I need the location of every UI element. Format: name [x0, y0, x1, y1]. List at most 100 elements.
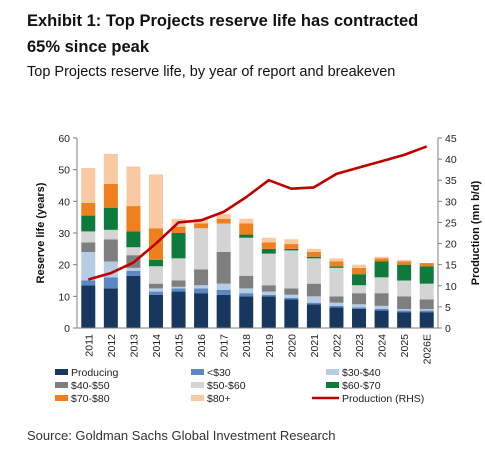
bar-segment	[148, 174, 163, 229]
bar-segment	[329, 302, 344, 306]
bar-segment	[329, 266, 344, 268]
bar-segment	[171, 233, 186, 259]
bar-segment	[374, 277, 389, 294]
bar-segment	[103, 288, 118, 328]
legend-label: $40-$50	[71, 380, 110, 392]
y-right-tick-label: 30	[445, 196, 457, 208]
y-tick-label: 60	[58, 133, 70, 145]
bar-segment	[239, 288, 254, 294]
bar-segment	[261, 253, 276, 286]
x-tick-label: 2026E	[422, 334, 434, 364]
bar-segment	[397, 296, 412, 309]
bar-segment	[352, 264, 367, 268]
bar-segment	[148, 259, 163, 267]
bar-segment	[284, 297, 299, 300]
bar-segment	[329, 258, 344, 262]
legend-label: <$30	[207, 367, 231, 379]
y-tick-label: 50	[58, 165, 70, 177]
bar-segment	[216, 294, 231, 328]
y-right-tick-label: 25	[445, 217, 457, 229]
x-tick-label: 2022	[331, 334, 343, 358]
bar-segment	[103, 239, 118, 262]
bar-segment	[352, 274, 367, 286]
bar-segment	[306, 296, 321, 303]
bar-segment	[419, 263, 434, 267]
bar-segment	[216, 223, 231, 252]
bar-segment	[216, 218, 231, 224]
bar-segment	[148, 294, 163, 328]
bar-segment	[261, 237, 276, 243]
bar-segment	[194, 288, 209, 294]
x-tick-label: 2011	[83, 334, 95, 357]
production-line	[87, 145, 428, 281]
x-tick-label: 2014	[151, 334, 163, 358]
bar-segment	[126, 231, 141, 248]
bar-segment	[284, 250, 299, 289]
x-tick-label: 2012	[106, 334, 118, 358]
bar-segment	[81, 202, 96, 216]
bar-segment	[239, 234, 254, 238]
bar-segment	[148, 291, 163, 295]
title-line-1: Exhibit 1: Top Projects reserve life has…	[27, 12, 419, 30]
bar-segment	[171, 258, 186, 281]
y-right-tick-label: 15	[445, 260, 457, 272]
bar-segment	[284, 244, 299, 249]
bar-segment	[126, 267, 141, 271]
y-right-tick-label: 10	[445, 281, 457, 293]
bar-segment	[171, 226, 186, 233]
bar-segment	[374, 309, 389, 311]
bar-segment	[126, 271, 141, 276]
bar-segment	[126, 166, 141, 207]
bar-segment	[239, 223, 254, 235]
legend-swatch	[326, 369, 339, 375]
bar-segment	[306, 283, 321, 297]
bar-segment	[261, 291, 276, 295]
bar-segment	[239, 275, 254, 289]
x-tick-label: 2023	[354, 334, 366, 358]
bar-segment	[126, 206, 141, 232]
bar-segment	[194, 285, 209, 289]
x-tick-label: 2024	[377, 334, 389, 358]
bar-segment	[148, 266, 163, 284]
bar-segment	[397, 259, 412, 262]
bar-segment	[148, 283, 163, 289]
bar-segment	[126, 275, 141, 328]
bar-segment	[239, 237, 254, 276]
x-tick-label: 2021	[309, 334, 321, 358]
legend-label: $60-$70	[342, 380, 381, 392]
bar-segment	[216, 283, 231, 290]
y-axis-title: Reserve life (years)	[35, 182, 47, 283]
legend-swatch	[191, 369, 204, 375]
y-right-tick-label: 20	[445, 239, 457, 251]
bar-segment	[329, 261, 344, 267]
bar-segment	[284, 288, 299, 295]
bar-segment	[419, 312, 434, 328]
y-right-tick-label: 5	[445, 302, 451, 314]
bar-segment	[194, 223, 209, 229]
legend-label: $70-$80	[71, 393, 110, 405]
chart-subtitle: Top Projects reserve life, by year of re…	[27, 64, 396, 80]
bar-segment	[216, 252, 231, 284]
y-right-tick-label: 35	[445, 175, 457, 187]
bar-segment	[374, 310, 389, 328]
bar-segment	[419, 299, 434, 309]
bar-segment	[126, 247, 141, 256]
bar-segment	[419, 310, 434, 313]
bar-segment	[171, 280, 186, 287]
bar-segment	[306, 252, 321, 257]
bar-segment	[148, 288, 163, 292]
x-tick-label: 2013	[128, 334, 140, 358]
bar-segment	[194, 293, 209, 328]
bar-segment	[397, 261, 412, 265]
bar-segment	[171, 286, 186, 289]
bar-segment	[374, 261, 389, 278]
x-tick-label: 2017	[219, 334, 231, 358]
bar-segment	[284, 248, 299, 251]
x-tick-label: 2016	[196, 334, 208, 358]
legend-swatch	[191, 395, 204, 401]
bar-segment	[419, 309, 434, 311]
bar-segment	[81, 280, 96, 286]
x-tick-label: 2015	[174, 334, 186, 358]
bar-segment	[397, 312, 412, 328]
